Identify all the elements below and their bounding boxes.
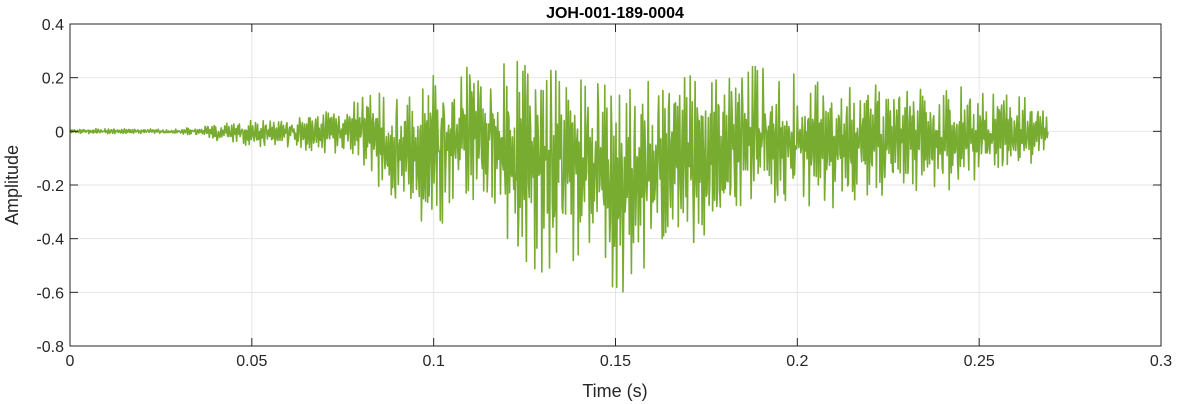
series-line-amplitude: [69, 60, 1049, 293]
y-tick-label: 0.4: [42, 17, 64, 34]
x-tick-label: 0.2: [786, 353, 808, 370]
x-tick-label: 0.15: [600, 353, 631, 370]
chart-title: JOH-001-189-0004: [546, 5, 684, 22]
y-tick-label: -0.4: [36, 232, 64, 249]
y-tick-labels: -0.8 -0.6 -0.4 -0.2 0 0.2 0.4: [36, 17, 64, 356]
axis-ticks: [69, 23, 1162, 347]
x-axis-label: Time (s): [582, 381, 647, 401]
y-tick-label: -0.6: [36, 285, 64, 302]
y-tick-label: 0.2: [42, 71, 64, 88]
y-tick-label: -0.8: [36, 339, 64, 356]
series-layer: [69, 60, 1049, 293]
x-tick-label: 0: [66, 353, 75, 370]
y-axis-label: Amplitude: [2, 145, 22, 225]
y-tick-label: -0.2: [36, 178, 64, 195]
x-tick-label: 0.3: [1150, 353, 1172, 370]
x-tick-labels: 0 0.05 0.1 0.15 0.2 0.25 0.3: [66, 353, 1173, 370]
y-tick-label: 0: [55, 124, 64, 141]
x-tick-label: 0.25: [964, 353, 995, 370]
x-tick-label: 0.1: [423, 353, 445, 370]
x-tick-label: 0.05: [236, 353, 267, 370]
